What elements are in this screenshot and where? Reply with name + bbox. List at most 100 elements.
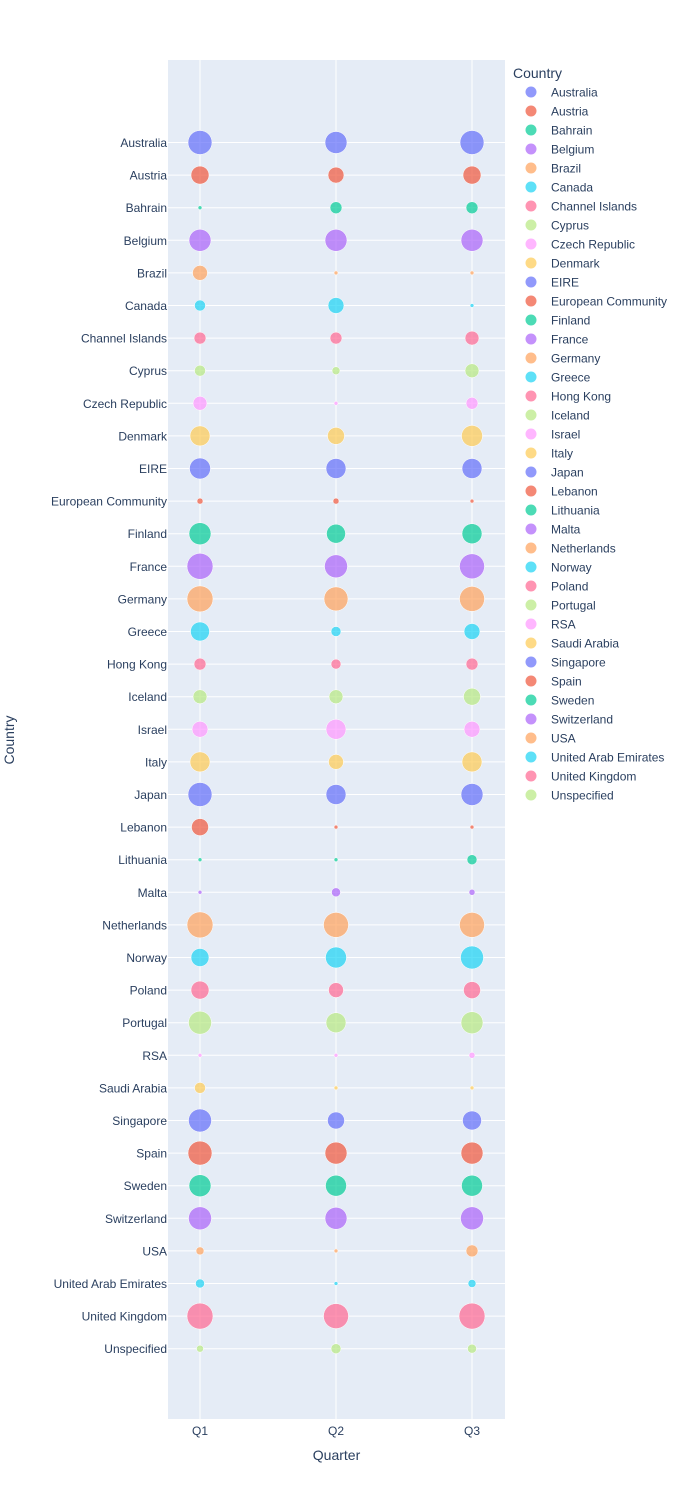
legend-label[interactable]: Italy <box>551 447 573 461</box>
legend-marker <box>525 181 537 193</box>
bubble-marker <box>188 1174 212 1197</box>
legend-label[interactable]: United Arab Emirates <box>551 751 664 765</box>
legend-label[interactable]: Greece <box>551 371 591 385</box>
bubble-marker <box>332 497 340 505</box>
bubble-marker <box>458 1302 486 1330</box>
y-tick-label: Czech Republic <box>83 397 167 411</box>
bubble-marker <box>469 824 475 830</box>
legend-label[interactable]: France <box>551 333 589 347</box>
legend-label[interactable]: Bahrain <box>551 124 592 138</box>
legend-label[interactable]: Unspecified <box>551 789 614 803</box>
y-tick-label: Cyprus <box>129 364 167 378</box>
legend-label[interactable]: Iceland <box>551 409 590 423</box>
bubble-marker <box>192 265 208 281</box>
legend-label[interactable]: Finland <box>551 314 590 328</box>
legend-marker <box>525 713 537 725</box>
legend-label[interactable]: Canada <box>551 181 593 195</box>
bubble-marker <box>325 946 347 969</box>
legend-marker <box>525 352 537 364</box>
y-tick-label: United Arab Emirates <box>54 1277 167 1291</box>
legend-marker <box>525 124 537 136</box>
bubble-marker <box>188 1108 212 1133</box>
legend-label[interactable]: Spain <box>551 675 582 689</box>
bubble-marker <box>190 948 210 967</box>
legend-label[interactable]: Netherlands <box>551 542 616 556</box>
bubble-marker <box>197 1053 203 1058</box>
legend-label[interactable]: Cyprus <box>551 219 589 233</box>
bubble-marker <box>188 522 212 545</box>
bubble-marker <box>329 331 343 345</box>
bubble-marker <box>189 751 211 773</box>
legend-label[interactable]: Australia <box>551 86 598 100</box>
legend-label[interactable]: Hong Kong <box>551 390 611 404</box>
bubble-marker <box>187 1140 213 1166</box>
y-tick-label: Israel <box>138 723 167 737</box>
y-tick-label: United Kingdom <box>82 1310 167 1324</box>
y-tick-label: Iceland <box>128 690 167 704</box>
legend-label[interactable]: Germany <box>551 352 600 366</box>
bubble-marker <box>469 303 475 308</box>
bubble-marker <box>330 626 342 637</box>
legend-label[interactable]: Sweden <box>551 694 594 708</box>
legend-label[interactable]: Israel <box>551 428 580 442</box>
bubble-marker <box>459 586 485 612</box>
y-tick-label: Sweden <box>124 1179 167 1193</box>
legend-label[interactable]: EIRE <box>551 276 579 290</box>
bubble-marker <box>466 854 478 865</box>
legend-label[interactable]: Singapore <box>551 656 606 670</box>
bubble-marker <box>195 1246 205 1256</box>
y-tick-label: Australia <box>120 136 167 150</box>
legend-label[interactable]: Portugal <box>551 599 596 613</box>
bubble-marker <box>324 1207 348 1230</box>
legend-label[interactable]: Lebanon <box>551 485 598 499</box>
legend-marker <box>525 143 537 155</box>
bubble-marker <box>328 754 344 770</box>
legend-marker <box>525 409 537 421</box>
y-tick-label: Norway <box>126 951 167 965</box>
y-tick-label: France <box>130 560 168 574</box>
legend-marker <box>525 751 537 763</box>
legend-label[interactable]: Switzerland <box>551 713 613 727</box>
y-tick-label: Switzerland <box>105 1212 167 1226</box>
legend-label[interactable]: Lithuania <box>551 504 600 518</box>
y-tick-label: Lebanon <box>120 821 167 835</box>
legend-label[interactable]: Norway <box>551 561 592 575</box>
legend-marker <box>525 789 537 801</box>
legend-label[interactable]: Czech Republic <box>551 238 635 252</box>
bubble-marker <box>463 721 481 738</box>
x-tick-label: Q1 <box>192 1424 208 1438</box>
legend-label[interactable]: USA <box>551 732 576 746</box>
legend-label[interactable]: United Kingdom <box>551 770 636 784</box>
legend-marker <box>525 466 537 478</box>
legend-label[interactable]: Austria <box>551 105 589 119</box>
bubble-marker <box>463 623 481 640</box>
legend-label[interactable]: RSA <box>551 618 576 632</box>
y-tick-label: Unspecified <box>104 1342 167 1356</box>
legend-label[interactable]: Poland <box>551 580 588 594</box>
bubble-marker <box>327 1111 345 1130</box>
legend-label[interactable]: Japan <box>551 466 584 480</box>
bubble-marker <box>460 1206 484 1231</box>
y-tick-label: RSA <box>142 1049 167 1063</box>
legend-label[interactable]: Channel Islands <box>551 200 637 214</box>
bubble-marker <box>333 401 339 406</box>
bubble-marker <box>469 498 475 504</box>
legend-label[interactable]: Malta <box>551 523 581 537</box>
legend-label[interactable]: Belgium <box>551 143 594 157</box>
legend-label[interactable]: Saudi Arabia <box>551 637 619 651</box>
bubble-marker <box>192 689 208 704</box>
legend-marker <box>525 504 537 516</box>
bubble-marker <box>460 229 484 252</box>
legend-marker <box>525 694 537 706</box>
y-tick-label: Belgium <box>124 234 167 248</box>
bubble-marker <box>333 857 339 862</box>
bubble-marker <box>188 1010 212 1035</box>
bubble-marker <box>465 657 479 671</box>
legend-label[interactable]: European Community <box>551 295 667 309</box>
bubble-marker <box>464 363 480 378</box>
legend-label[interactable]: Brazil <box>551 162 581 176</box>
legend-label[interactable]: Denmark <box>551 257 601 271</box>
bubble-marker <box>333 824 339 830</box>
legend-marker <box>525 618 537 630</box>
y-tick-label: Germany <box>118 592 167 606</box>
